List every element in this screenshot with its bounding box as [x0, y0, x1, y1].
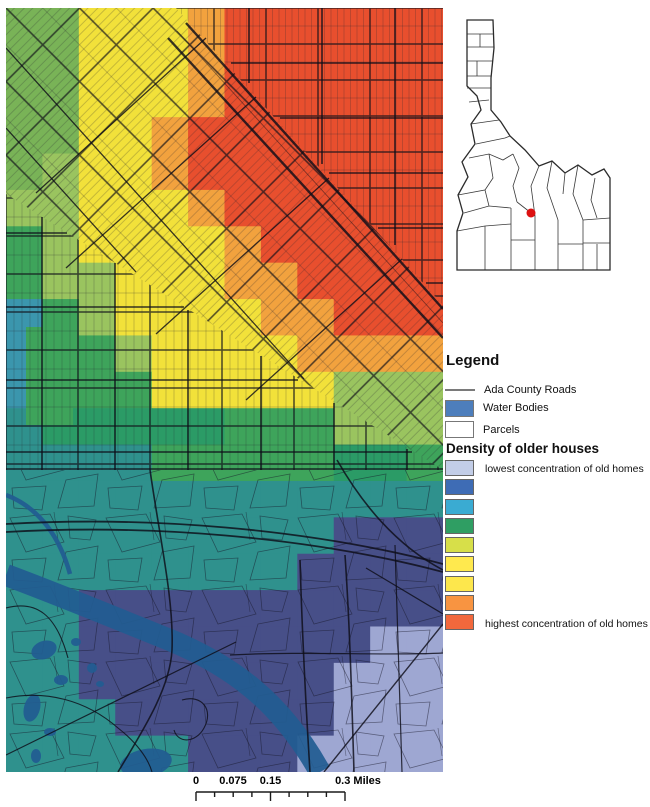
density-swatch-1: [445, 460, 474, 476]
county-lines: [456, 33, 611, 270]
density-highest-label: highest concentration of old homes: [485, 618, 648, 630]
legend-item-roads: Ada County Roads: [445, 381, 576, 398]
density-swatch-8: [445, 595, 474, 612]
density-swatch-3: [445, 498, 474, 515]
density-swatch-4: [445, 517, 474, 534]
legend-title: Legend: [446, 352, 500, 369]
density-swatch-5: [445, 537, 474, 554]
scale-label-miles: 0.3 Miles: [335, 775, 381, 787]
legend-item-water: Water Bodies: [445, 399, 549, 417]
water-item-label: Water Bodies: [483, 402, 549, 414]
road-line-symbol: [445, 388, 475, 391]
state-outline: [456, 19, 611, 271]
density-swatch-9: [445, 614, 474, 631]
scale-label-0075: 0.075: [219, 775, 247, 787]
main-map[interactable]: [2, 8, 444, 778]
water-swatch: [445, 399, 474, 417]
idaho-inset-map[interactable]: [455, 18, 620, 283]
density-swatch-7: [445, 575, 474, 592]
scale-bar-ticks: [195, 791, 346, 801]
density-swatch-6: [445, 556, 474, 573]
scale-bar-canvas: 0 0.075 0.15 0.3 Miles: [193, 775, 381, 801]
scale-bar: 0 0.075 0.15 0.3 Miles: [183, 770, 423, 806]
density-swatch-column: [445, 460, 474, 631]
water-bodies-layer: [2, 492, 330, 778]
legend-item-parcels: Parcels: [445, 421, 520, 438]
parcel-item-label: Parcels: [483, 423, 520, 436]
idaho-inset-canvas: [456, 19, 611, 271]
scale-label-015: 0.15: [260, 775, 281, 787]
parcel-swatch: [445, 421, 474, 438]
scale-label-0: 0: [193, 775, 199, 787]
map-canvas: [2, 8, 444, 778]
density-section-title: Density of older houses: [446, 441, 600, 456]
major-roads-layer: [5, 8, 444, 773]
location-marker: [526, 208, 536, 218]
density-swatch-2: [445, 479, 474, 496]
density-lowest-label: lowest concentration of old homes: [485, 463, 644, 475]
road-item-label: Ada County Roads: [484, 383, 577, 396]
